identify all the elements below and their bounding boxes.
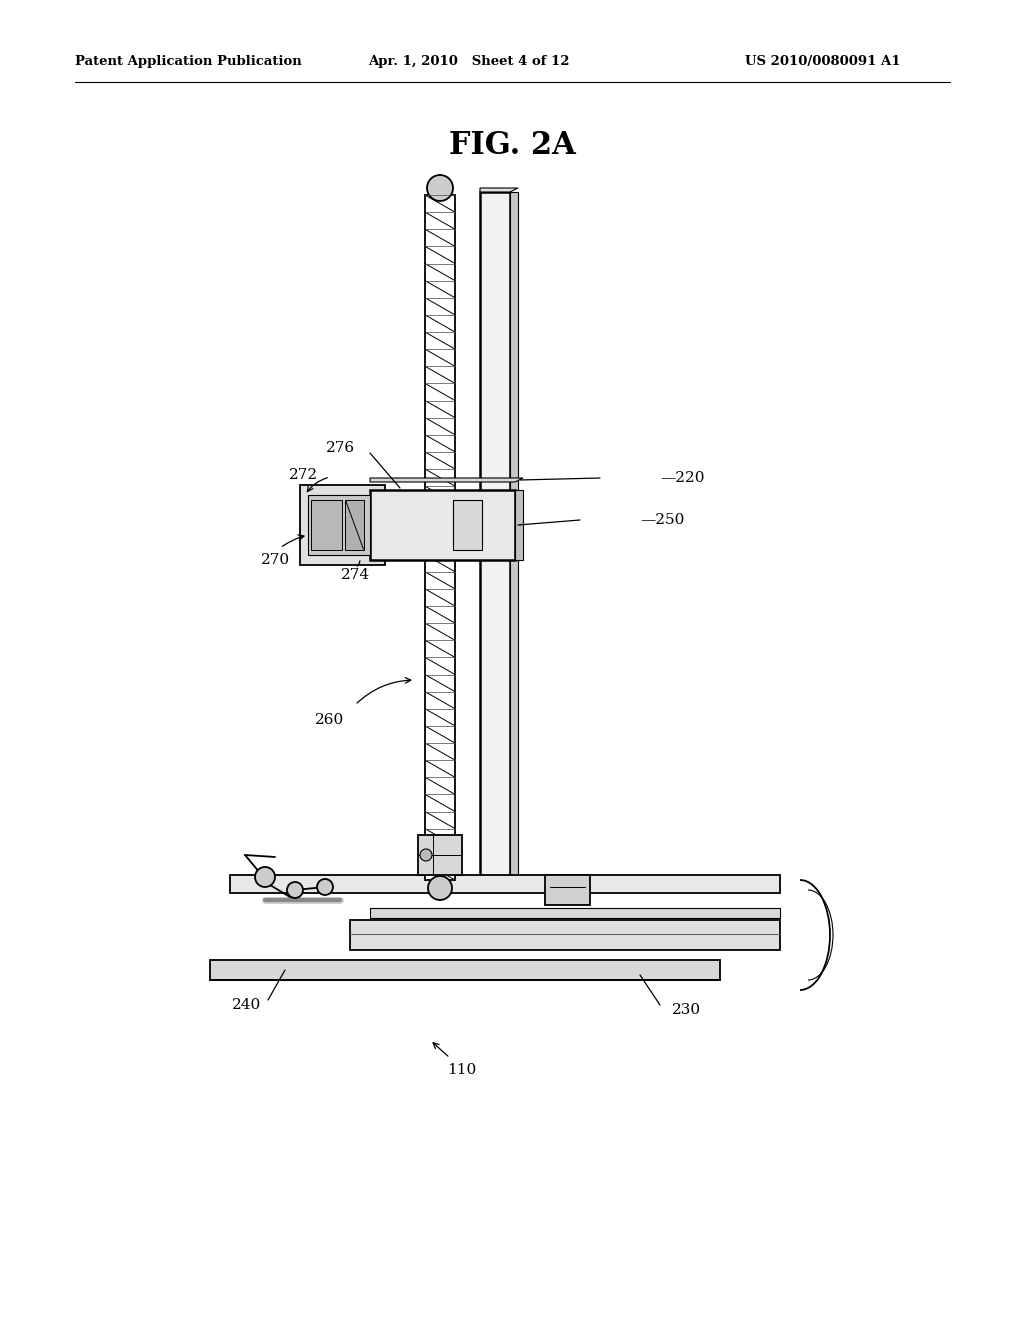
Bar [515, 490, 523, 560]
Bar [350, 920, 780, 950]
Text: 274: 274 [340, 568, 370, 582]
Circle shape [287, 882, 303, 898]
Text: 230: 230 [672, 1003, 701, 1016]
Circle shape [427, 176, 453, 201]
Bar [480, 191, 510, 884]
Text: 272: 272 [289, 469, 318, 482]
Text: 260: 260 [315, 713, 345, 727]
Circle shape [255, 867, 275, 887]
Bar [510, 191, 518, 884]
Text: US 2010/0080091 A1: US 2010/0080091 A1 [745, 55, 900, 69]
Text: 240: 240 [232, 998, 261, 1012]
Text: 276: 276 [326, 441, 355, 455]
Text: —220: —220 [660, 471, 705, 484]
Bar [300, 484, 385, 565]
Text: —250: —250 [640, 513, 684, 527]
Bar [545, 875, 590, 906]
Circle shape [317, 879, 333, 895]
Bar [418, 836, 462, 875]
Circle shape [420, 849, 432, 861]
Bar [210, 960, 720, 979]
Bar [425, 195, 455, 880]
Text: 110: 110 [447, 1063, 476, 1077]
Bar [453, 500, 482, 550]
Text: Patent Application Publication: Patent Application Publication [75, 55, 302, 69]
Text: Apr. 1, 2010   Sheet 4 of 12: Apr. 1, 2010 Sheet 4 of 12 [368, 55, 569, 69]
Bar [345, 500, 365, 550]
Bar [230, 875, 780, 894]
Circle shape [428, 876, 452, 900]
Bar [370, 490, 515, 560]
Polygon shape [370, 478, 523, 482]
Polygon shape [480, 187, 518, 191]
Bar [370, 908, 780, 917]
Text: FIG. 2A: FIG. 2A [449, 129, 575, 161]
Text: 270: 270 [260, 553, 290, 568]
Bar [308, 495, 370, 554]
Bar [311, 500, 342, 550]
